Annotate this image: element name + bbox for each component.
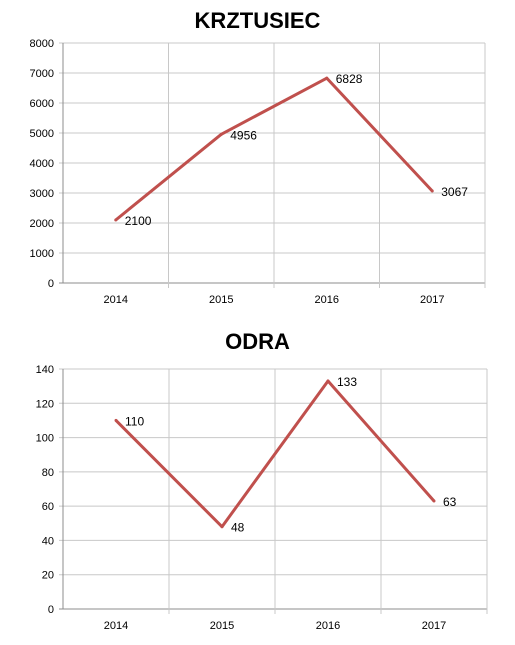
- y-tick-label: 2000: [30, 218, 54, 230]
- y-tick-label: 40: [42, 535, 54, 547]
- y-tick-label: 3000: [30, 188, 54, 200]
- y-tick-label: 6000: [30, 98, 54, 110]
- y-tick-label: 20: [42, 570, 54, 582]
- data-point: [430, 189, 434, 193]
- data-label: 2100: [125, 214, 152, 228]
- series-line: [114, 379, 436, 529]
- data-point: [432, 499, 436, 503]
- chart-odra: 0 20 40 60 80 100 120 140 2014 2015 2016 2017 110 48 1…: [36, 364, 488, 632]
- y-tick-label: 1000: [30, 248, 54, 260]
- y-tick-label: 140: [36, 364, 54, 376]
- data-label: 133: [337, 375, 357, 389]
- data-point: [219, 132, 223, 136]
- chart-krztusiec: 0 1000 2000 3000 4000 5000 6000 7000 8000 2014 201…: [30, 38, 486, 306]
- y-tick-label: 7000: [30, 68, 54, 80]
- x-tick-label: 2016: [315, 294, 339, 306]
- data-point: [114, 218, 118, 222]
- data-label: 110: [125, 414, 144, 428]
- y-tick-label: 5000: [30, 128, 54, 140]
- x-tick-label: 2017: [422, 620, 446, 632]
- x-tick-label: 2014: [104, 294, 128, 306]
- series-line: [114, 76, 434, 222]
- x-tick-label: 2014: [104, 620, 128, 632]
- x-tick-label: 2017: [420, 294, 444, 306]
- y-tick-label: 120: [36, 398, 54, 410]
- y-tick-label: 8000: [30, 38, 54, 50]
- y-tick-label: 0: [48, 278, 54, 290]
- data-label: 48: [231, 521, 245, 535]
- y-tick-label: 80: [42, 467, 54, 479]
- x-tick-label: 2016: [316, 620, 340, 632]
- data-point: [326, 379, 330, 383]
- data-point: [325, 76, 329, 80]
- y-tick-label: 0: [48, 604, 54, 616]
- x-tick-label: 2015: [209, 294, 233, 306]
- data-label: 3067: [441, 185, 468, 199]
- data-label: 63: [443, 495, 457, 509]
- data-point: [114, 418, 118, 422]
- x-tick-label: 2015: [210, 620, 234, 632]
- y-tick-label: 60: [42, 501, 54, 513]
- y-tick-label: 4000: [30, 158, 54, 170]
- data-point: [220, 525, 224, 529]
- chart-title-krztusiec: KRZTUSIEC: [194, 8, 321, 33]
- y-tick-label: 100: [36, 433, 54, 445]
- data-label: 6828: [336, 72, 363, 86]
- chart-title-odra: ODRA: [225, 329, 290, 354]
- data-label: 4956: [230, 128, 257, 142]
